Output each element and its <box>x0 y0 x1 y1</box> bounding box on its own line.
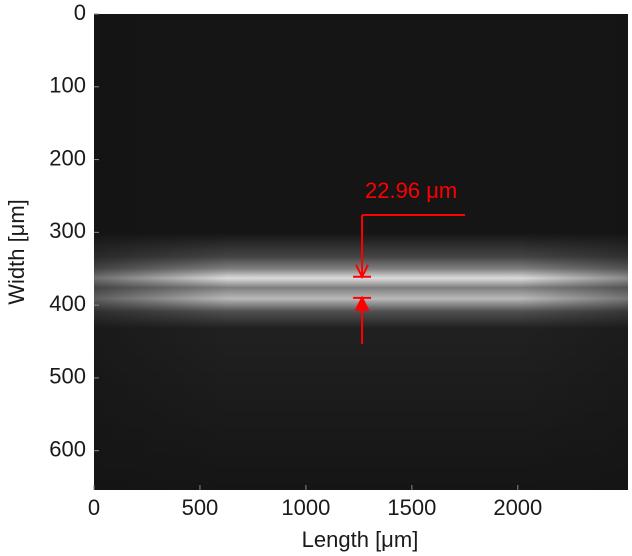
x-tick-label: 2000 <box>493 495 542 520</box>
y-tick-label: 600 <box>49 437 86 462</box>
x-tick-label: 0 <box>88 495 100 520</box>
y-tick-label: 200 <box>49 145 86 170</box>
y-tick-label: 0 <box>74 0 86 25</box>
y-tick-label: 500 <box>49 364 86 389</box>
y-tick-label: 300 <box>49 218 86 243</box>
arrow-head <box>354 295 370 311</box>
arrow-head <box>355 264 369 279</box>
edge-fade <box>94 14 628 490</box>
measure-label: 22.96 μm <box>365 178 457 203</box>
x-tick-label: 1500 <box>387 495 436 520</box>
image-area <box>94 14 628 490</box>
x-tick-label: 1000 <box>281 495 330 520</box>
y-tick-label: 400 <box>49 291 86 316</box>
y-axis-label: Width [μm] <box>4 199 29 305</box>
x-tick-label: 500 <box>182 495 219 520</box>
x-axis-label: Length [μm] <box>302 527 419 552</box>
y-tick-label: 100 <box>49 73 86 98</box>
